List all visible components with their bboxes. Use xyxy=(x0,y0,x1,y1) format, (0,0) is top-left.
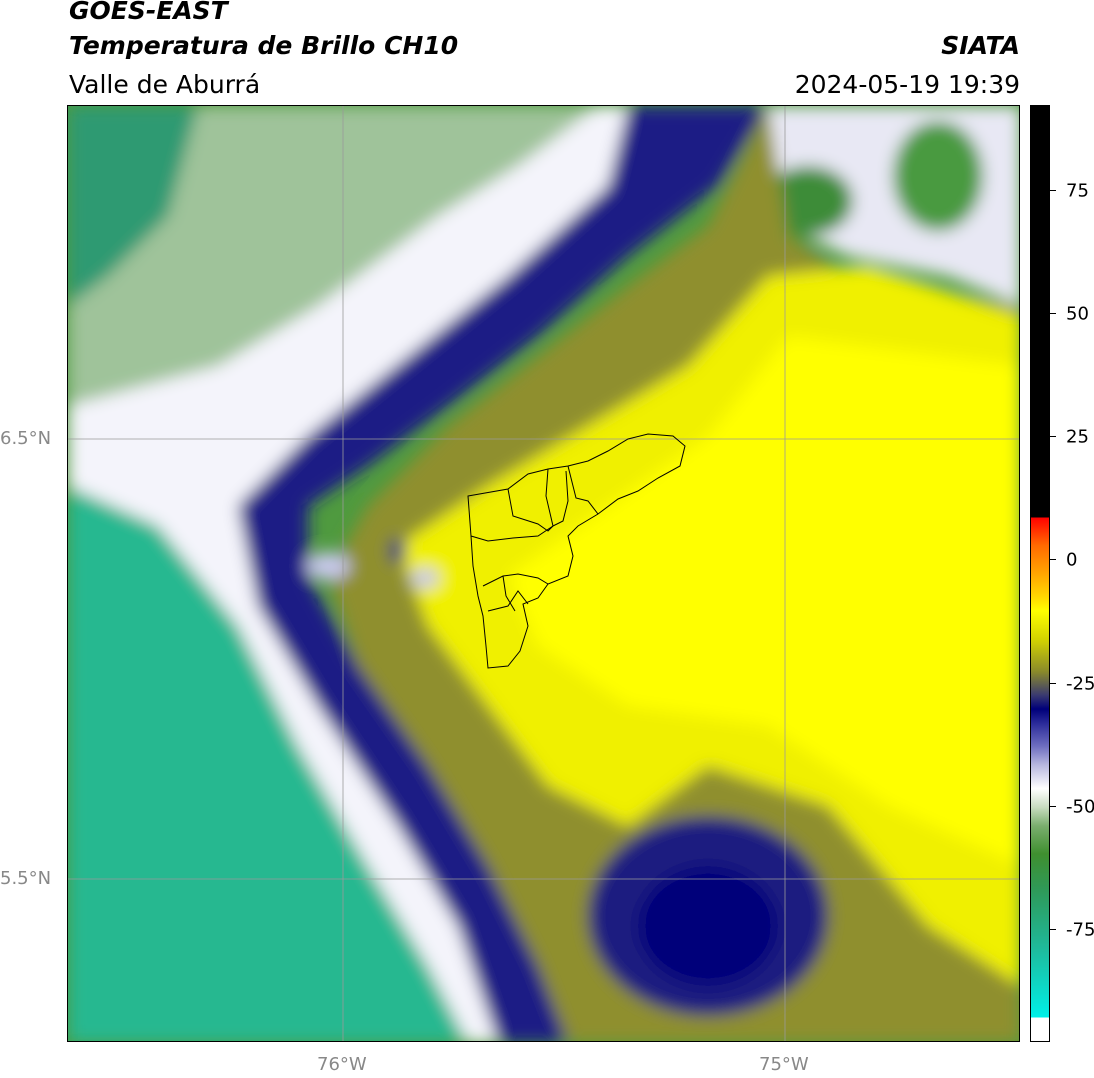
colorbar-label-50: 50 xyxy=(1066,303,1089,325)
lon-label-76: 76°W xyxy=(317,1054,367,1075)
colorbar-label-minus-75: -75 xyxy=(1066,919,1094,941)
aburra-valley-outline xyxy=(467,433,686,669)
lat-label-5-5: 5.5°N xyxy=(0,868,52,889)
lon-label-75: 75°W xyxy=(759,1054,809,1075)
source-label: SIATA xyxy=(941,31,1020,60)
map-gridlines xyxy=(68,106,1019,1041)
colorbar-tick xyxy=(1050,436,1056,437)
colorbar-tick xyxy=(1050,929,1056,930)
lat-label-6-5: 6.5°N xyxy=(0,428,52,449)
satellite-title: GOES-EAST xyxy=(69,0,228,25)
colorbar-label-minus-25: -25 xyxy=(1066,673,1094,695)
colorbar-label-75: 75 xyxy=(1066,180,1089,202)
brightness-temperature-map xyxy=(67,105,1020,1042)
product-title: Temperatura de Brillo CH10 xyxy=(69,31,459,60)
colorbar-label-0: 0 xyxy=(1066,549,1078,571)
colorbar-label-minus-50: -50 xyxy=(1066,796,1094,818)
colorbar-label-25: 25 xyxy=(1066,426,1089,448)
datetime-label: 2024-05-19 19:39 xyxy=(794,70,1020,99)
colorbar-tick xyxy=(1050,313,1056,314)
colorbar-tick xyxy=(1050,559,1056,560)
colorbar-tick xyxy=(1050,683,1056,684)
colorbar-tick xyxy=(1050,806,1056,807)
region-label: Valle de Aburrá xyxy=(69,70,261,99)
temperature-colorbar xyxy=(1030,105,1050,1042)
colorbar-tick xyxy=(1050,190,1056,191)
